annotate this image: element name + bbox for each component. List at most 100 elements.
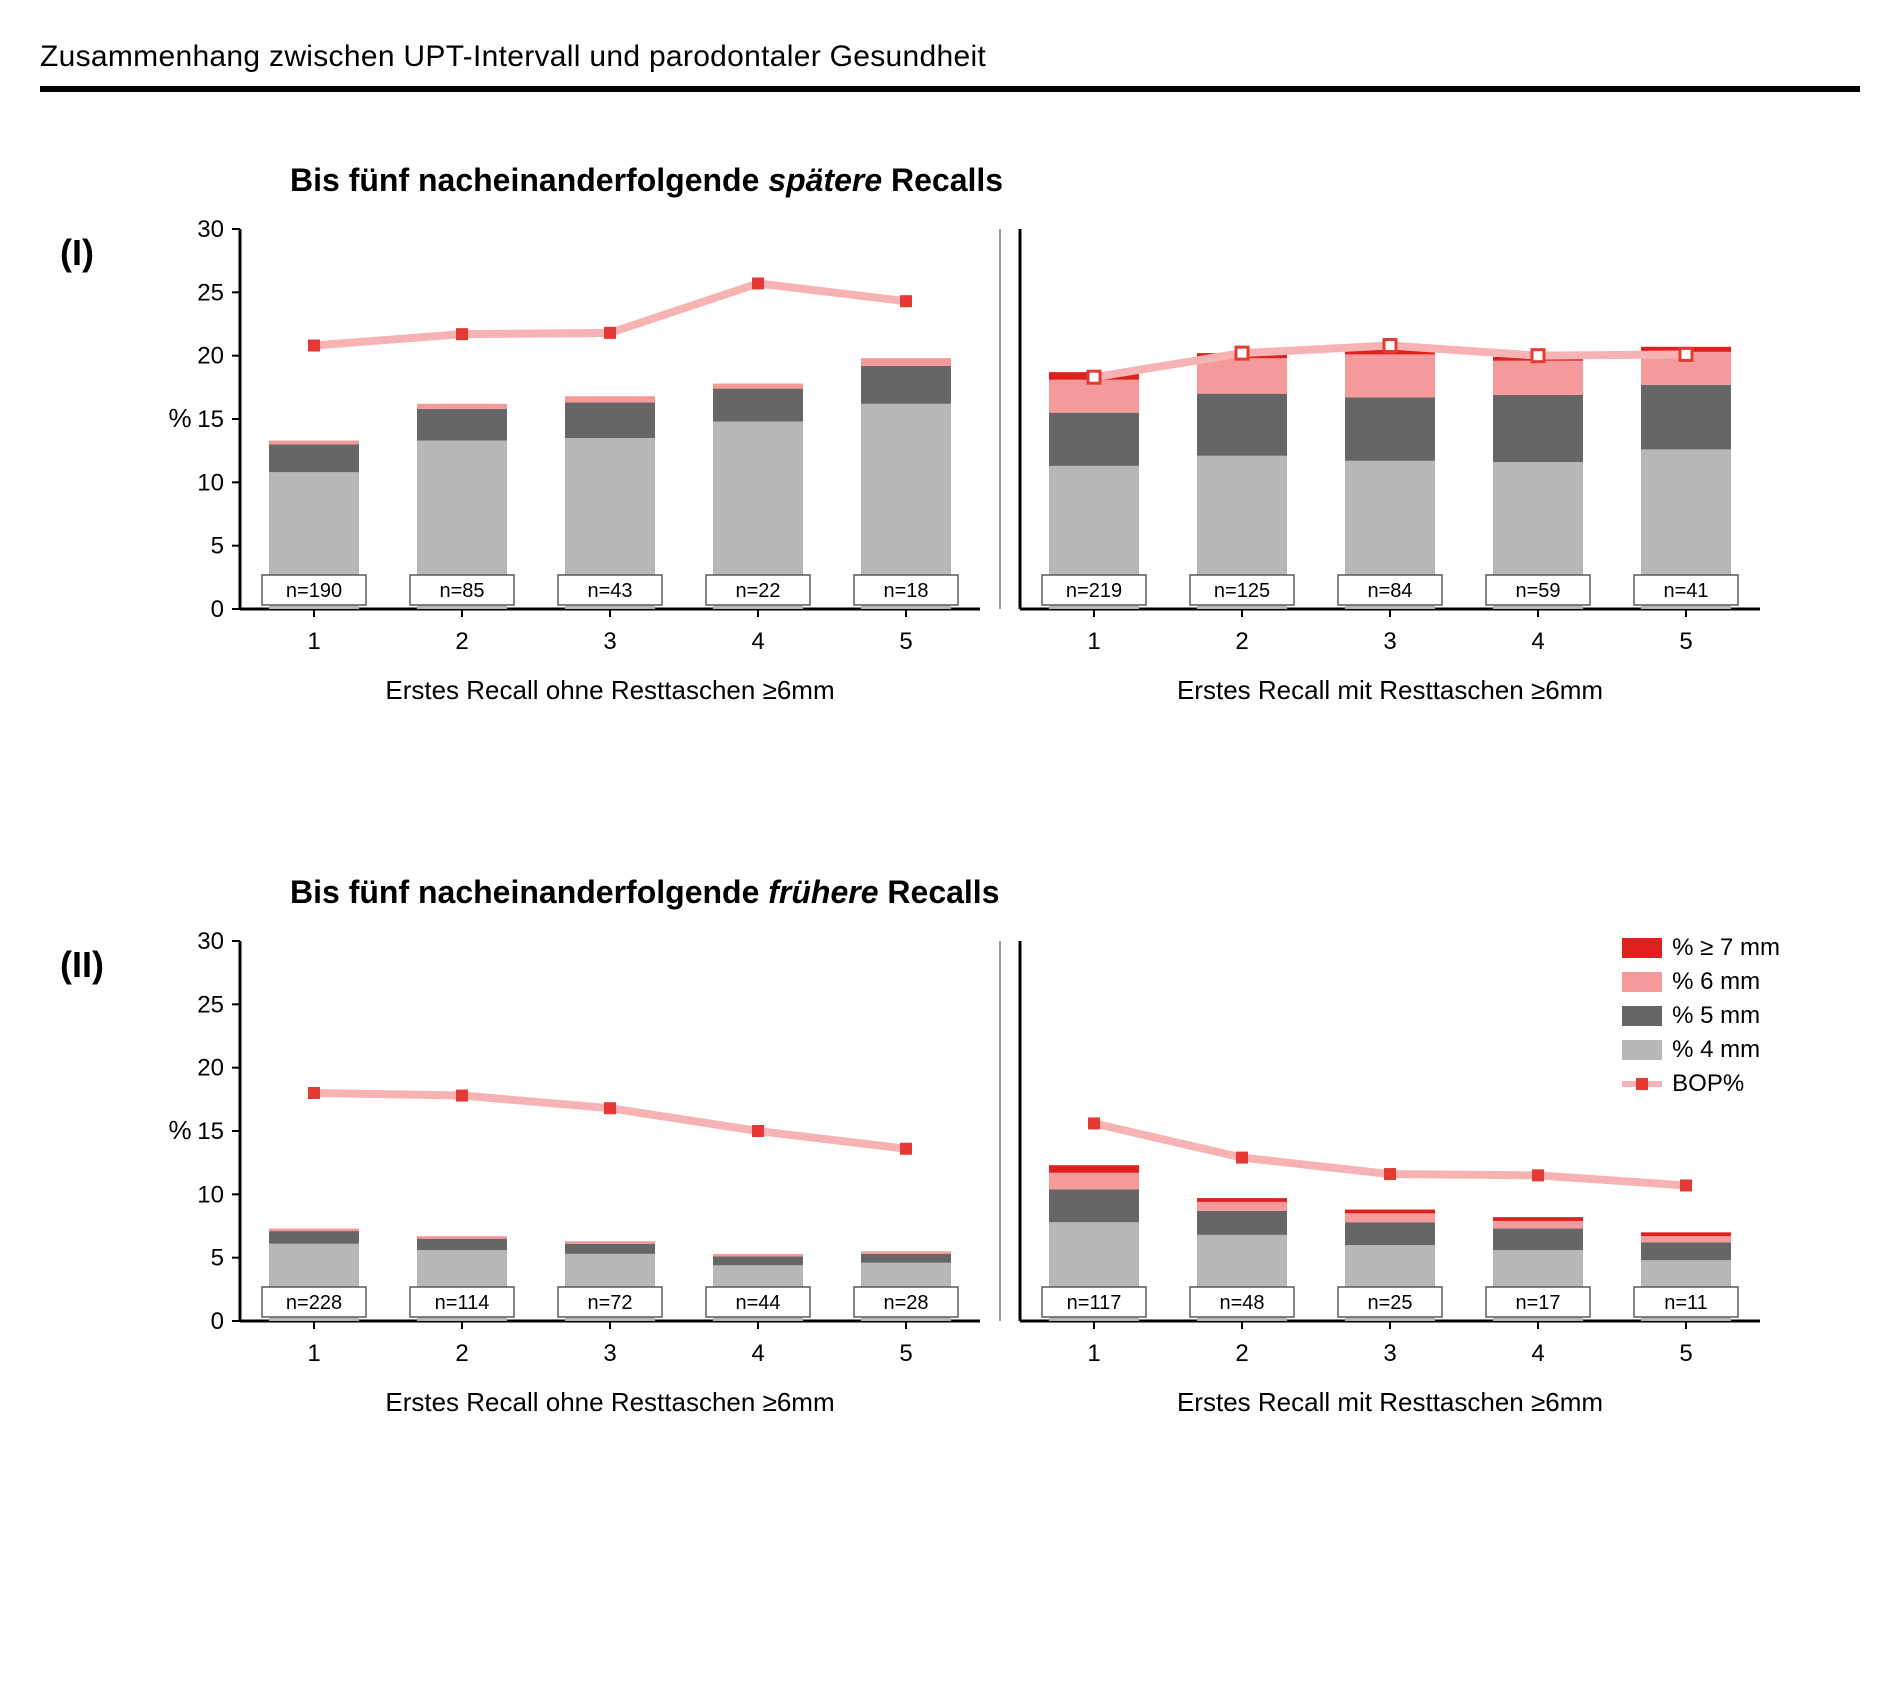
chart-I: (I)Bis fünf nacheinanderfolgende spätere…: [40, 162, 1860, 814]
bar-seg: [565, 396, 655, 402]
svg-text:%: %: [168, 1115, 191, 1145]
x-tick-label: 1: [307, 1340, 320, 1367]
bop-marker: [1384, 1168, 1396, 1180]
n-label: n=85: [439, 580, 484, 602]
bar-seg: [1197, 358, 1287, 393]
group-label: Erstes Recall ohne Resttaschen ≥6mm: [385, 1387, 834, 1417]
x-tick-label: 5: [899, 1340, 912, 1367]
bop-marker: [1088, 1117, 1100, 1129]
legend: % ≥ 7 mm% 6 mm% 5 mm% 4 mmBOP%: [1622, 934, 1780, 1104]
bar-seg: [1345, 397, 1435, 460]
bop-marker: [900, 295, 912, 307]
group-label: Erstes Recall mit Resttaschen ≥6mm: [1177, 675, 1603, 705]
legend-item: % 4 mm: [1622, 1036, 1780, 1064]
n-label: n=28: [883, 1292, 928, 1314]
legend-item: % ≥ 7 mm: [1622, 934, 1780, 962]
svg-text:0: 0: [211, 596, 224, 623]
n-label: n=190: [286, 580, 342, 602]
x-tick-label: 2: [1235, 628, 1248, 655]
bop-marker: [1680, 1179, 1692, 1191]
x-tick-label: 4: [751, 1340, 764, 1367]
bop-marker: [1680, 348, 1692, 360]
bar-seg: [269, 1229, 359, 1232]
n-label: n=41: [1663, 580, 1708, 602]
chart-II: (II) Bis fünf nacheinanderfolgende früher…: [40, 874, 1860, 1526]
bop-marker: [604, 327, 616, 339]
n-label: n=219: [1066, 580, 1122, 602]
svg-text:5: 5: [211, 1245, 224, 1272]
n-label: n=84: [1367, 580, 1412, 602]
bar-seg: [1049, 1165, 1139, 1173]
chart-svg: 051015202530%1n=2282n=1143n=724n=445n=28…: [160, 931, 1780, 1521]
bar-seg: [565, 1241, 655, 1244]
n-label: n=228: [286, 1292, 342, 1314]
bar-seg: [417, 404, 507, 409]
n-label: n=44: [735, 1292, 780, 1314]
n-label: n=18: [883, 580, 928, 602]
bar-seg: [1641, 1242, 1731, 1260]
n-label: n=43: [587, 580, 632, 602]
panel-label: (I): [60, 232, 94, 274]
legend-item: % 5 mm: [1622, 1002, 1780, 1030]
bar-seg: [1493, 1229, 1583, 1251]
x-tick-label: 2: [455, 628, 468, 655]
x-tick-label: 3: [1383, 1340, 1396, 1367]
n-label: n=114: [435, 1292, 490, 1314]
svg-text:25: 25: [197, 991, 224, 1018]
svg-text:30: 30: [197, 219, 224, 243]
group-label: Erstes Recall ohne Resttaschen ≥6mm: [385, 675, 834, 705]
n-label: n=17: [1515, 1292, 1560, 1314]
bop-marker: [308, 340, 320, 352]
x-tick-label: 5: [1679, 628, 1692, 655]
group-label: Erstes Recall mit Resttaschen ≥6mm: [1177, 1387, 1603, 1417]
bar-seg: [1197, 1202, 1287, 1211]
bar-seg: [1049, 1189, 1139, 1222]
svg-text:25: 25: [197, 279, 224, 306]
bar-seg: [713, 384, 803, 389]
bar-seg: [417, 409, 507, 441]
bop-marker: [456, 1090, 468, 1102]
svg-text:15: 15: [197, 1118, 224, 1145]
n-label: n=59: [1515, 580, 1560, 602]
bar-seg: [861, 1254, 951, 1263]
bar-seg: [1345, 1213, 1435, 1222]
bop-marker: [752, 277, 764, 289]
bop-marker: [1532, 1169, 1544, 1181]
page-title: Zusammenhang zwischen UPT-Intervall und …: [40, 40, 1860, 92]
bar-seg: [1493, 395, 1583, 462]
chart-svg: 051015202530%1n=1902n=853n=434n=225n=18E…: [160, 219, 1780, 809]
bop-marker: [308, 1087, 320, 1099]
x-tick-label: 5: [899, 628, 912, 655]
bop-marker: [604, 1102, 616, 1114]
bar-seg: [1197, 1211, 1287, 1235]
x-tick-label: 1: [1087, 628, 1100, 655]
bop-marker: [752, 1125, 764, 1137]
bar-seg: [1493, 1217, 1583, 1221]
n-label: n=48: [1219, 1292, 1264, 1314]
bar-seg: [565, 403, 655, 438]
bar-seg: [861, 366, 951, 404]
x-tick-label: 3: [603, 628, 616, 655]
charts-container: (I)Bis fünf nacheinanderfolgende spätere…: [40, 162, 1860, 1526]
x-tick-label: 4: [751, 628, 764, 655]
bar-seg: [1345, 1210, 1435, 1214]
bar-seg: [861, 358, 951, 366]
bop-marker: [1088, 371, 1100, 383]
n-label: n=72: [587, 1292, 632, 1314]
bar-seg: [1641, 1236, 1731, 1242]
bop-marker: [456, 328, 468, 340]
bar-seg: [1641, 385, 1731, 450]
panel-label: (II): [60, 944, 104, 986]
bar-seg: [1493, 1221, 1583, 1229]
svg-text:10: 10: [197, 469, 224, 496]
x-tick-label: 1: [1087, 1340, 1100, 1367]
chart-title: Bis fünf nacheinanderfolgende frühere Re…: [290, 874, 1860, 911]
bar-seg: [1049, 413, 1139, 466]
svg-text:10: 10: [197, 1181, 224, 1208]
x-tick-label: 4: [1531, 1340, 1544, 1367]
svg-text:5: 5: [211, 533, 224, 560]
svg-text:20: 20: [197, 1055, 224, 1082]
x-tick-label: 5: [1679, 1340, 1692, 1367]
x-tick-label: 1: [307, 628, 320, 655]
bop-marker: [1236, 1152, 1248, 1164]
